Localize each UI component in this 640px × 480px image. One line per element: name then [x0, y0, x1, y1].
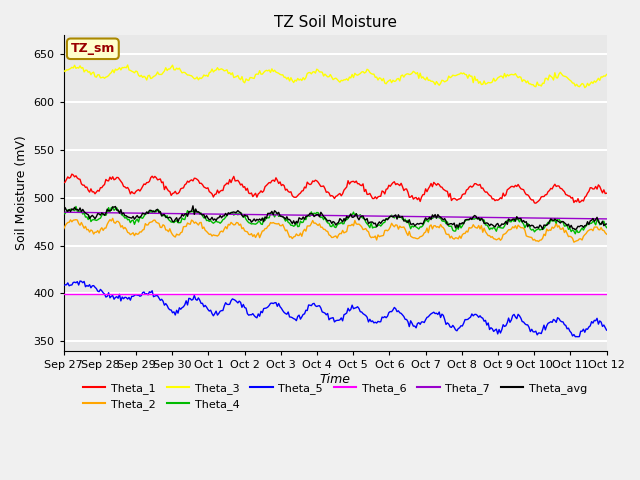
Theta_2	[60, 226, 68, 232]
Theta_5	[127, 297, 134, 303]
Title: TZ Soil Moisture: TZ Soil Moisture	[274, 15, 397, 30]
Theta_6	[237, 291, 244, 297]
Line: Theta_avg: Theta_avg	[64, 206, 607, 230]
Theta_5	[60, 283, 68, 288]
Theta_3	[403, 71, 410, 77]
Theta_3	[127, 68, 134, 73]
Theta_3	[603, 72, 611, 77]
Theta_5	[238, 304, 246, 310]
Theta_avg	[238, 213, 246, 218]
Theta_3	[453, 72, 461, 78]
Theta_1	[603, 191, 611, 196]
Theta_7	[60, 209, 68, 215]
Theta_1	[60, 180, 68, 186]
Theta_6	[603, 291, 611, 297]
Theta_5	[453, 328, 461, 334]
Theta_3	[124, 62, 131, 68]
Theta_avg	[403, 218, 410, 224]
Legend: Theta_1, Theta_2, Theta_3, Theta_4, Theta_5, Theta_6, Theta_7, Theta_avg: Theta_1, Theta_2, Theta_3, Theta_4, Thet…	[79, 378, 591, 415]
Theta_3	[581, 85, 589, 91]
Theta_avg	[456, 220, 463, 226]
Theta_avg	[189, 203, 196, 209]
Theta_7	[401, 214, 409, 219]
Line: Theta_4: Theta_4	[64, 206, 607, 234]
Theta_5	[456, 325, 463, 331]
Theta_4	[238, 211, 246, 217]
Theta_1	[276, 179, 284, 185]
Theta_1	[456, 196, 463, 202]
Theta_avg	[572, 227, 579, 233]
Line: Theta_3: Theta_3	[64, 65, 607, 88]
Theta_6	[125, 291, 133, 297]
Theta_7	[454, 214, 462, 220]
Theta_4	[453, 224, 461, 230]
Theta_4	[403, 220, 410, 226]
Theta_4	[127, 220, 134, 226]
Theta_2	[403, 230, 410, 236]
Theta_avg	[453, 222, 461, 228]
Theta_1	[453, 197, 461, 203]
Theta_1	[238, 181, 246, 187]
Text: TZ_sm: TZ_sm	[70, 42, 115, 55]
Theta_5	[276, 304, 284, 310]
Theta_3	[60, 67, 68, 73]
Theta_3	[238, 74, 246, 80]
Theta_2	[127, 232, 134, 238]
Theta_2	[276, 223, 284, 228]
Theta_avg	[125, 215, 133, 220]
Theta_6	[275, 291, 282, 297]
Y-axis label: Soil Moisture (mV): Soil Moisture (mV)	[15, 136, 28, 251]
Theta_avg	[276, 213, 284, 219]
Theta_4	[72, 204, 80, 209]
Theta_avg	[603, 221, 611, 227]
Line: Theta_5: Theta_5	[64, 281, 607, 336]
Theta_2	[456, 233, 463, 239]
Theta_7	[237, 212, 244, 217]
Theta_2	[238, 226, 246, 231]
Theta_2	[570, 240, 578, 245]
Theta_2	[109, 216, 116, 221]
Theta_1	[127, 191, 134, 197]
Theta_2	[603, 231, 611, 237]
Theta_4	[60, 211, 68, 217]
Theta_5	[574, 334, 582, 339]
Theta_2	[453, 235, 461, 241]
Theta_6	[60, 291, 68, 297]
Theta_3	[276, 72, 284, 77]
Theta_5	[403, 316, 410, 322]
Theta_1	[403, 186, 410, 192]
Theta_avg	[60, 209, 68, 215]
Theta_6	[454, 291, 462, 297]
Theta_7	[275, 212, 282, 218]
Theta_7	[452, 214, 460, 220]
Theta_3	[456, 71, 463, 77]
Line: Theta_1: Theta_1	[64, 174, 607, 203]
Theta_4	[603, 225, 611, 230]
Theta_4	[456, 221, 463, 227]
Theta_5	[76, 278, 84, 284]
Theta_4	[572, 231, 579, 237]
X-axis label: Time: Time	[319, 372, 351, 385]
Theta_6	[452, 291, 460, 297]
Theta_1	[532, 200, 540, 206]
Theta_7	[125, 210, 133, 216]
Theta_7	[603, 216, 611, 222]
Line: Theta_7: Theta_7	[64, 212, 607, 219]
Theta_6	[401, 291, 409, 297]
Theta_5	[603, 327, 611, 333]
Line: Theta_2: Theta_2	[64, 218, 607, 242]
Theta_1	[68, 171, 76, 177]
Theta_4	[276, 212, 284, 218]
